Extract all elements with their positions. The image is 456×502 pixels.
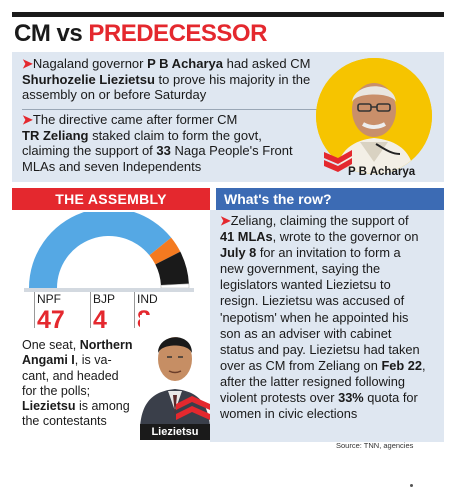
- vacant-seat-note: One seat, Northern Angami I, is va- cant…: [22, 338, 142, 430]
- headline-vs: vs: [56, 20, 83, 47]
- text: son as an adviser with cabinet: [220, 325, 392, 341]
- text: Naga People's Front: [170, 143, 293, 158]
- text: legislators wanted Liezietsu to: [220, 277, 391, 293]
- text: claiming the support of: [22, 143, 157, 158]
- party-name-npf: NPF: [37, 292, 61, 306]
- constituency-name: Northern: [79, 338, 133, 352]
- party-marker-line: [34, 292, 35, 328]
- divider: [22, 109, 327, 110]
- text: over as CM from Zeliang on: [220, 357, 382, 373]
- text: for an invitation to form a: [256, 245, 401, 261]
- top-rule: [12, 12, 444, 17]
- seat-gauge-chart: [24, 212, 194, 292]
- text: is among: [75, 399, 130, 414]
- headline: CM vs PREDECESSOR: [14, 20, 267, 48]
- party-marker-line: [90, 292, 91, 328]
- party-name-bjp: BJP: [93, 292, 116, 306]
- text: for the polls;: [22, 383, 91, 398]
- acharya-photo: [316, 58, 432, 174]
- name-liezietsu: Liezietsu: [22, 399, 76, 414]
- headline-predecessor: PREDECESSOR: [88, 20, 267, 47]
- text: MLAs and seven Independents: [22, 158, 202, 174]
- text: , wrote to the governor on: [272, 229, 419, 245]
- text: , is va-: [74, 353, 112, 368]
- date: July 8: [220, 245, 257, 261]
- party-seats-bjp: 4: [93, 306, 107, 334]
- text: quota for: [363, 390, 418, 406]
- mla-count: 41 MLAs: [220, 229, 273, 245]
- portrait-illustration: [140, 315, 210, 427]
- text: staked claim to form the govt,: [88, 127, 262, 143]
- whats-the-row-text: ➤Zeliang, claiming the support of 41 MLA…: [220, 213, 442, 422]
- bullet-arrow-icon: ➤: [22, 56, 33, 71]
- chevron-accent-icon: [176, 396, 210, 420]
- party-seats-npf: 47: [37, 306, 65, 334]
- text: cant, and headed: [22, 368, 119, 383]
- text: resign. Liezietsu was accused of: [220, 293, 405, 309]
- bullet-arrow-icon: ➤: [220, 213, 231, 228]
- text: status and pay. Liezietsu had taken: [220, 341, 420, 357]
- directive-paragraph: ➤The directive came after former CM TR Z…: [22, 112, 327, 174]
- text: to prove his majority in the: [154, 71, 311, 87]
- text: new government, saying the: [220, 261, 381, 277]
- text: violent protests over: [220, 390, 339, 406]
- liezietsu-caption: Liezietsu: [140, 424, 210, 440]
- gauge-base: [24, 288, 194, 292]
- party-name-ind: IND: [137, 292, 158, 306]
- gauge-segment-npf: [29, 212, 172, 288]
- gauge-segment-bjp: [149, 237, 181, 265]
- gauge-segment-ind: [155, 251, 189, 286]
- text: women in civic elections: [220, 406, 358, 422]
- percentage: 33%: [338, 390, 364, 406]
- date: Feb 22: [381, 357, 422, 373]
- text: 'nepotism' when he appointed his: [220, 309, 409, 325]
- mla-count: 33: [156, 143, 171, 158]
- text: The directive came after former CM: [32, 112, 238, 127]
- text: ,: [422, 357, 426, 373]
- text: assembly on or before Saturday: [22, 87, 207, 102]
- text: the contestants: [22, 414, 107, 429]
- text: had asked CM: [222, 56, 311, 71]
- portrait-illustration: [316, 58, 432, 174]
- bullet-arrow-icon: ➤: [22, 112, 33, 127]
- text: Nagaland governor: [32, 56, 148, 71]
- whats-the-row-heading: What's the row?: [216, 188, 444, 210]
- text: Zeliang, claiming the support of: [230, 213, 409, 228]
- liezietsu-photo: [140, 315, 210, 427]
- governor-paragraph: ➤Nagaland governor P B Acharya had asked…: [22, 56, 322, 103]
- party-marker-line: [134, 292, 135, 328]
- name-liezietsu: Shurhozelie Liezietsu: [22, 71, 155, 87]
- text: after the latter resigned following: [220, 373, 405, 389]
- assembly-heading: THE ASSEMBLY: [12, 188, 210, 210]
- source-credit: Source: TNN, agencies: [336, 441, 414, 450]
- name-acharya: P B Acharya: [147, 56, 223, 71]
- stray-dot: [410, 484, 413, 487]
- chevron-accent-icon: [324, 150, 352, 172]
- whats-the-row-panel: [210, 210, 444, 442]
- name-zeliang: TR Zeliang: [22, 127, 89, 143]
- text: One seat,: [22, 338, 80, 352]
- constituency-name: Angami I: [22, 353, 75, 368]
- headline-cm: CM: [14, 20, 51, 47]
- acharya-caption: P B Acharya: [348, 166, 416, 178]
